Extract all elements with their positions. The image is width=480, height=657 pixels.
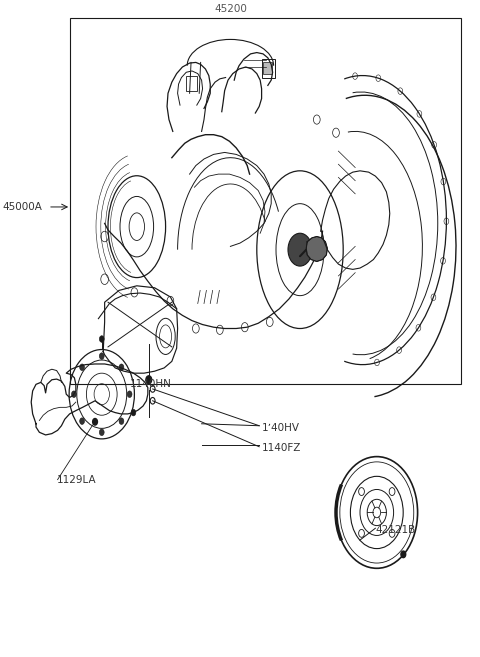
Circle shape [131,409,136,416]
Circle shape [99,353,104,359]
Text: 1140HN: 1140HN [130,379,171,389]
Circle shape [150,386,155,392]
Text: 1140FZ: 1140FZ [262,443,301,453]
Text: 1ʼ40HV: 1ʼ40HV [262,423,300,434]
Text: 45200: 45200 [214,5,247,14]
Circle shape [80,364,84,371]
Text: 1129LA: 1129LA [57,474,96,485]
Circle shape [127,391,132,397]
Circle shape [99,336,104,342]
Text: 45000A: 45000A [2,202,42,212]
Circle shape [146,376,152,384]
Polygon shape [306,237,327,261]
Circle shape [119,418,124,424]
Circle shape [93,419,97,425]
Circle shape [80,418,84,424]
Bar [263,62,272,74]
Circle shape [119,364,124,371]
Text: 42121B: 42121B [375,525,416,535]
Bar [262,59,275,78]
Circle shape [72,391,76,397]
Bar [186,76,197,91]
Circle shape [288,233,312,266]
Bar [70,18,461,384]
Circle shape [150,397,155,404]
Circle shape [401,551,406,558]
Circle shape [99,429,104,436]
